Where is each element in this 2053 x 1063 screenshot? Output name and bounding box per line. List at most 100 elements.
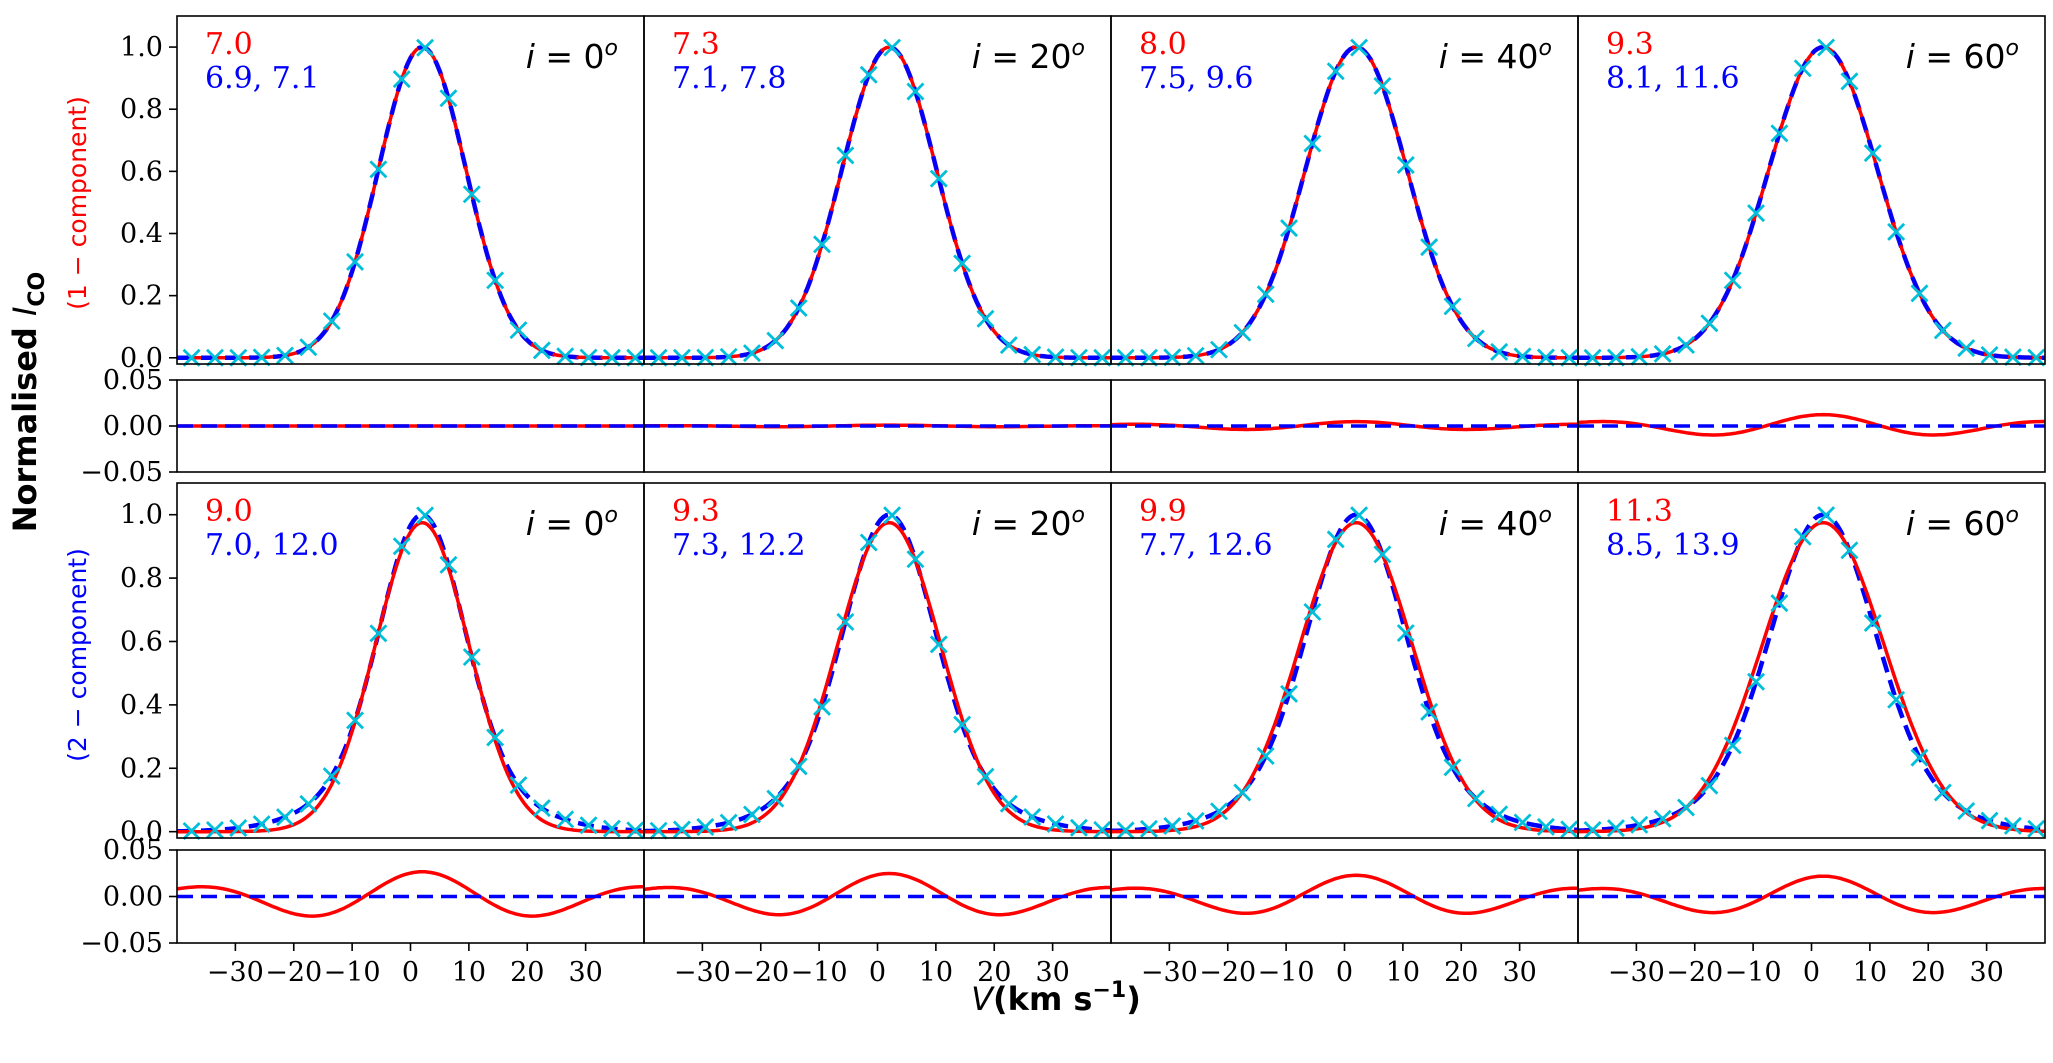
data-point: [579, 348, 598, 367]
data-point: [1887, 690, 1906, 709]
panel-row4-col1: [176, 849, 645, 944]
x-tick-label: 20: [510, 957, 544, 988]
data-point: [1863, 613, 1882, 632]
data-point: [532, 341, 551, 360]
data-point: [859, 533, 878, 552]
data-point: [322, 767, 341, 786]
data-point: [556, 810, 575, 829]
data-point: [1490, 342, 1509, 361]
data-point: [743, 805, 761, 824]
data-point: [486, 271, 505, 290]
inclination-label: i = 0o: [526, 503, 618, 543]
y-tick-label: 0.8: [120, 94, 163, 125]
residual-one-component-line: [1110, 873, 1578, 916]
x-tick-label: −10: [324, 957, 381, 988]
y-tick-label: 0.05: [103, 365, 163, 396]
data-point: [883, 506, 902, 525]
inclination-label: i = 40o: [1439, 503, 1552, 543]
panel-row4-col3: [1110, 849, 1579, 944]
y-tick-label: 1.0: [120, 500, 163, 531]
data-point: [229, 818, 248, 837]
data-point: [1723, 736, 1742, 755]
data-point: [1677, 798, 1695, 817]
data-point: [1723, 271, 1742, 290]
data-point: [1840, 72, 1859, 91]
fit-value-blue: 7.5, 9.6: [1139, 61, 1254, 96]
data-point: [1980, 345, 1999, 364]
data-point: [953, 715, 972, 734]
y-axis-label-main: Normalised: [6, 316, 44, 532]
inclination-label: i = 40o: [1439, 36, 1552, 76]
x-tick-label: −30: [1141, 957, 1198, 988]
data-point: [1840, 541, 1859, 560]
x-tick-label: 10: [1386, 957, 1420, 988]
x-tick-label: −10: [1258, 957, 1315, 988]
data-point: [1256, 747, 1275, 766]
data-point: [1373, 545, 1392, 564]
data-point: [1933, 321, 1952, 340]
x-tick-label: −30: [1608, 957, 1665, 988]
data-point: [906, 550, 925, 569]
data-point: [2003, 348, 2022, 367]
data-point: [2003, 816, 2022, 835]
data-point: [1373, 76, 1392, 95]
data-point: [1957, 339, 1976, 358]
data-point: [1396, 156, 1415, 174]
data-point: [1093, 348, 1112, 367]
x-tick-label: 20: [977, 957, 1011, 988]
panel-frame: [1577, 482, 2046, 839]
data-point: [579, 816, 598, 835]
data-point: [766, 789, 785, 808]
y-axis-label: Normalised ICO: [6, 272, 50, 533]
data-point: [439, 89, 458, 108]
data-point: [1653, 809, 1672, 828]
data-point: [1466, 789, 1485, 808]
x-axis-label: V(km s−1): [971, 978, 1141, 1018]
data-point: [299, 794, 318, 813]
panel-row3-col4: 11.38.5, 13.9 i = 60o: [1577, 482, 2046, 839]
data-point: [1420, 702, 1439, 721]
y-axis-label-var: I: [6, 307, 44, 316]
panel-row1-col3: 8.07.5, 9.6 i = 40o: [1110, 15, 1579, 367]
x-tick-label: 30: [1969, 957, 2003, 988]
x-tick-label: 30: [1502, 957, 1536, 988]
data-point: [462, 185, 481, 204]
one-component-fit-line: [177, 520, 644, 834]
data-point: [205, 820, 224, 839]
y-tick-label: 1.0: [120, 32, 163, 63]
x-tick-label: 0: [1336, 957, 1353, 988]
fit-value-red: 11.3: [1606, 494, 1673, 529]
data-point: [1817, 38, 1836, 57]
data-point: [439, 555, 458, 574]
x-tick-label: 30: [1035, 957, 1069, 988]
x-tick-label: 0: [402, 957, 419, 988]
y-tick-label: 0.6: [120, 626, 163, 657]
y-tick-label: 0.00: [103, 882, 163, 913]
data-point: [1980, 811, 1999, 830]
y-tick-label: 0.0: [120, 343, 163, 374]
y-tick-label: −0.05: [80, 457, 163, 488]
data-point: [859, 65, 878, 84]
data-point: [486, 728, 505, 747]
inclination-label: i = 20o: [972, 36, 1085, 76]
data-point: [392, 537, 411, 556]
data-point: [976, 309, 995, 328]
data-point: [1350, 506, 1369, 525]
panel-row2-col4: [1577, 379, 2046, 473]
data-point: [672, 348, 691, 367]
y-tick-label: 0.05: [103, 835, 163, 866]
data-point: [276, 346, 294, 365]
data-point: [1606, 348, 1625, 367]
data-point: [2027, 348, 2046, 367]
data-point: [813, 235, 832, 254]
data-point: [1210, 340, 1228, 359]
y-axis-label-sub: CO: [25, 272, 50, 307]
two-component-fit-line-overlay: [644, 45, 1111, 360]
data-point: [1583, 348, 1602, 367]
data-point: [1957, 802, 1976, 821]
data-point: [1513, 347, 1532, 366]
x-tick-label: −20: [265, 957, 322, 988]
two-component-fit-line: [1110, 512, 1579, 834]
data-point: [1536, 348, 1555, 367]
